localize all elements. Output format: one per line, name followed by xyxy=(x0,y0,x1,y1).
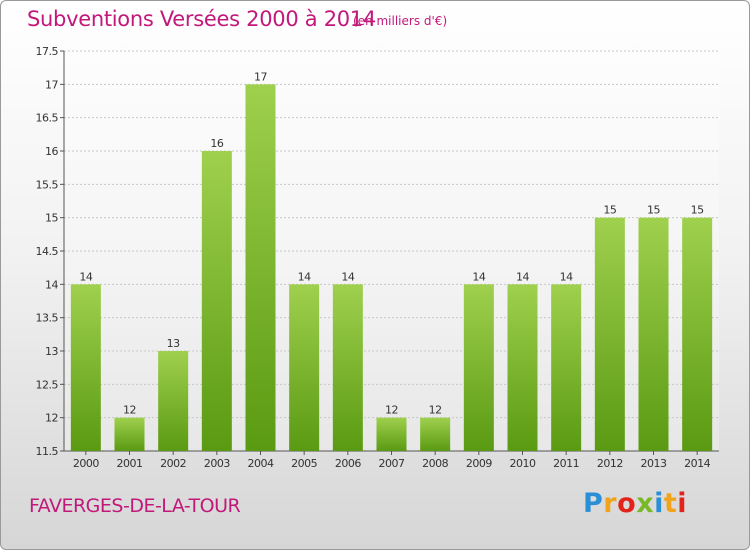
y-tick-label: 13.5 xyxy=(36,312,59,325)
bar-value-label: 12 xyxy=(385,404,398,417)
y-tick-label: 17.5 xyxy=(36,45,59,58)
x-tick-label: 2005 xyxy=(291,457,317,470)
x-tick-label: 2002 xyxy=(160,457,186,470)
logo-letter: i xyxy=(677,488,688,519)
logo-letter: t xyxy=(663,488,678,519)
bar-value-label: 15 xyxy=(603,204,616,217)
y-tick-label: 17 xyxy=(45,78,58,91)
bar-value-label: 15 xyxy=(691,204,704,217)
bar-value-label: 14 xyxy=(79,270,92,283)
x-tick-label: 2006 xyxy=(335,457,361,470)
bar-value-label: 13 xyxy=(167,337,180,350)
x-tick-label: 2011 xyxy=(553,457,579,470)
bar-2000 xyxy=(70,284,101,451)
bar-2002 xyxy=(158,351,189,451)
bar-2013 xyxy=(638,217,669,451)
bar-2014 xyxy=(682,217,713,451)
y-tick-label: 12.5 xyxy=(36,378,59,391)
x-tick-label: 2003 xyxy=(204,457,230,470)
bar-value-label: 15 xyxy=(647,204,660,217)
x-tick-label: 2013 xyxy=(641,457,667,470)
logo-letter: i xyxy=(654,488,664,519)
place-name: FAVERGES-DE-LA-TOUR xyxy=(29,495,241,517)
y-tick-label: 15.5 xyxy=(36,178,59,191)
logo-letter: P xyxy=(583,488,604,519)
bar-value-label: 14 xyxy=(472,270,485,283)
bar-value-label: 14 xyxy=(341,270,354,283)
logo-letter: o xyxy=(617,488,637,519)
x-tick-label: 2001 xyxy=(117,457,143,470)
y-tick-label: 11.5 xyxy=(36,445,59,458)
x-tick-label: 2010 xyxy=(510,457,536,470)
bar-value-label: 17 xyxy=(254,70,267,83)
y-tick-label: 14 xyxy=(45,278,58,291)
y-tick-label: 16 xyxy=(45,145,58,158)
bar-2005 xyxy=(289,284,320,451)
bar-value-label: 12 xyxy=(429,404,442,417)
bar-value-label: 14 xyxy=(560,270,573,283)
x-tick-label: 2007 xyxy=(379,457,405,470)
bar-2011 xyxy=(551,284,582,451)
chart-title: Subventions Versées 2000 à 2014 xyxy=(27,7,376,31)
bar-2012 xyxy=(594,217,625,451)
x-tick-label: 2009 xyxy=(466,457,492,470)
y-tick-label: 15 xyxy=(45,212,58,225)
bar-2004 xyxy=(245,84,276,451)
bar-2008 xyxy=(420,417,451,451)
y-tick-label: 13 xyxy=(45,345,58,358)
bar-value-label: 16 xyxy=(210,137,223,150)
x-tick-label: 2012 xyxy=(597,457,623,470)
x-tick-label: 2004 xyxy=(248,457,274,470)
bar-2010 xyxy=(507,284,538,451)
bar-value-label: 14 xyxy=(298,270,311,283)
chart-subtitle: (en milliers d'€) xyxy=(353,14,448,28)
logo-letter: r xyxy=(603,488,618,519)
logo-letter: x xyxy=(636,488,655,519)
y-tick-label: 14.5 xyxy=(36,245,59,258)
bar-2009 xyxy=(463,284,494,451)
bar-value-label: 12 xyxy=(123,404,136,417)
x-tick-label: 2008 xyxy=(422,457,448,470)
y-tick-label: 16.5 xyxy=(36,112,59,125)
bar-2006 xyxy=(332,284,363,451)
proxiti-logo: Proxiti xyxy=(583,488,687,519)
x-tick-label: 2014 xyxy=(684,457,710,470)
x-tick-label: 2000 xyxy=(73,457,99,470)
bar-2007 xyxy=(376,417,407,451)
bar-2001 xyxy=(114,417,145,451)
bar-value-label: 14 xyxy=(516,270,529,283)
y-tick-label: 12 xyxy=(45,412,58,425)
bar-2003 xyxy=(201,151,232,451)
